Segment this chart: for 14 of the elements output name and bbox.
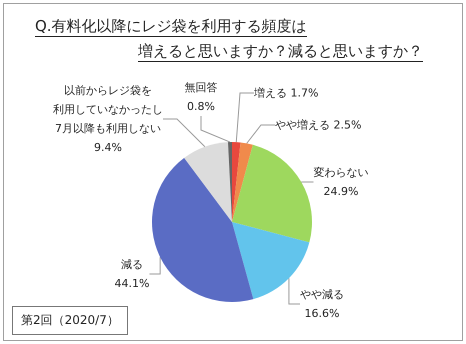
data-label: 24.9% [324, 185, 358, 198]
slice-label: やや減る [300, 288, 344, 301]
slice-label: 以前からレジ袋を利用していなかったし7月以降も利用しない [53, 84, 163, 135]
chart-title: Q.有料化以降にレジ袋を利用する頻度は増えると思いますか？減ると思いますか？ [35, 16, 423, 62]
data-label: 9.4% [94, 141, 122, 154]
slice-label: 無回答 [184, 81, 218, 94]
data-label: 16.6% [304, 307, 340, 320]
slice-label: 増える 1.7% [253, 86, 318, 100]
text: 第2回（2020/7） [12, 306, 128, 335]
slice-label: 減る [121, 258, 143, 271]
slice-label: 変わらない [314, 166, 368, 179]
data-label: 44.1% [114, 277, 150, 290]
data-label: 0.8% [187, 100, 215, 113]
slice-label: やや増える 2.5% [275, 118, 362, 132]
